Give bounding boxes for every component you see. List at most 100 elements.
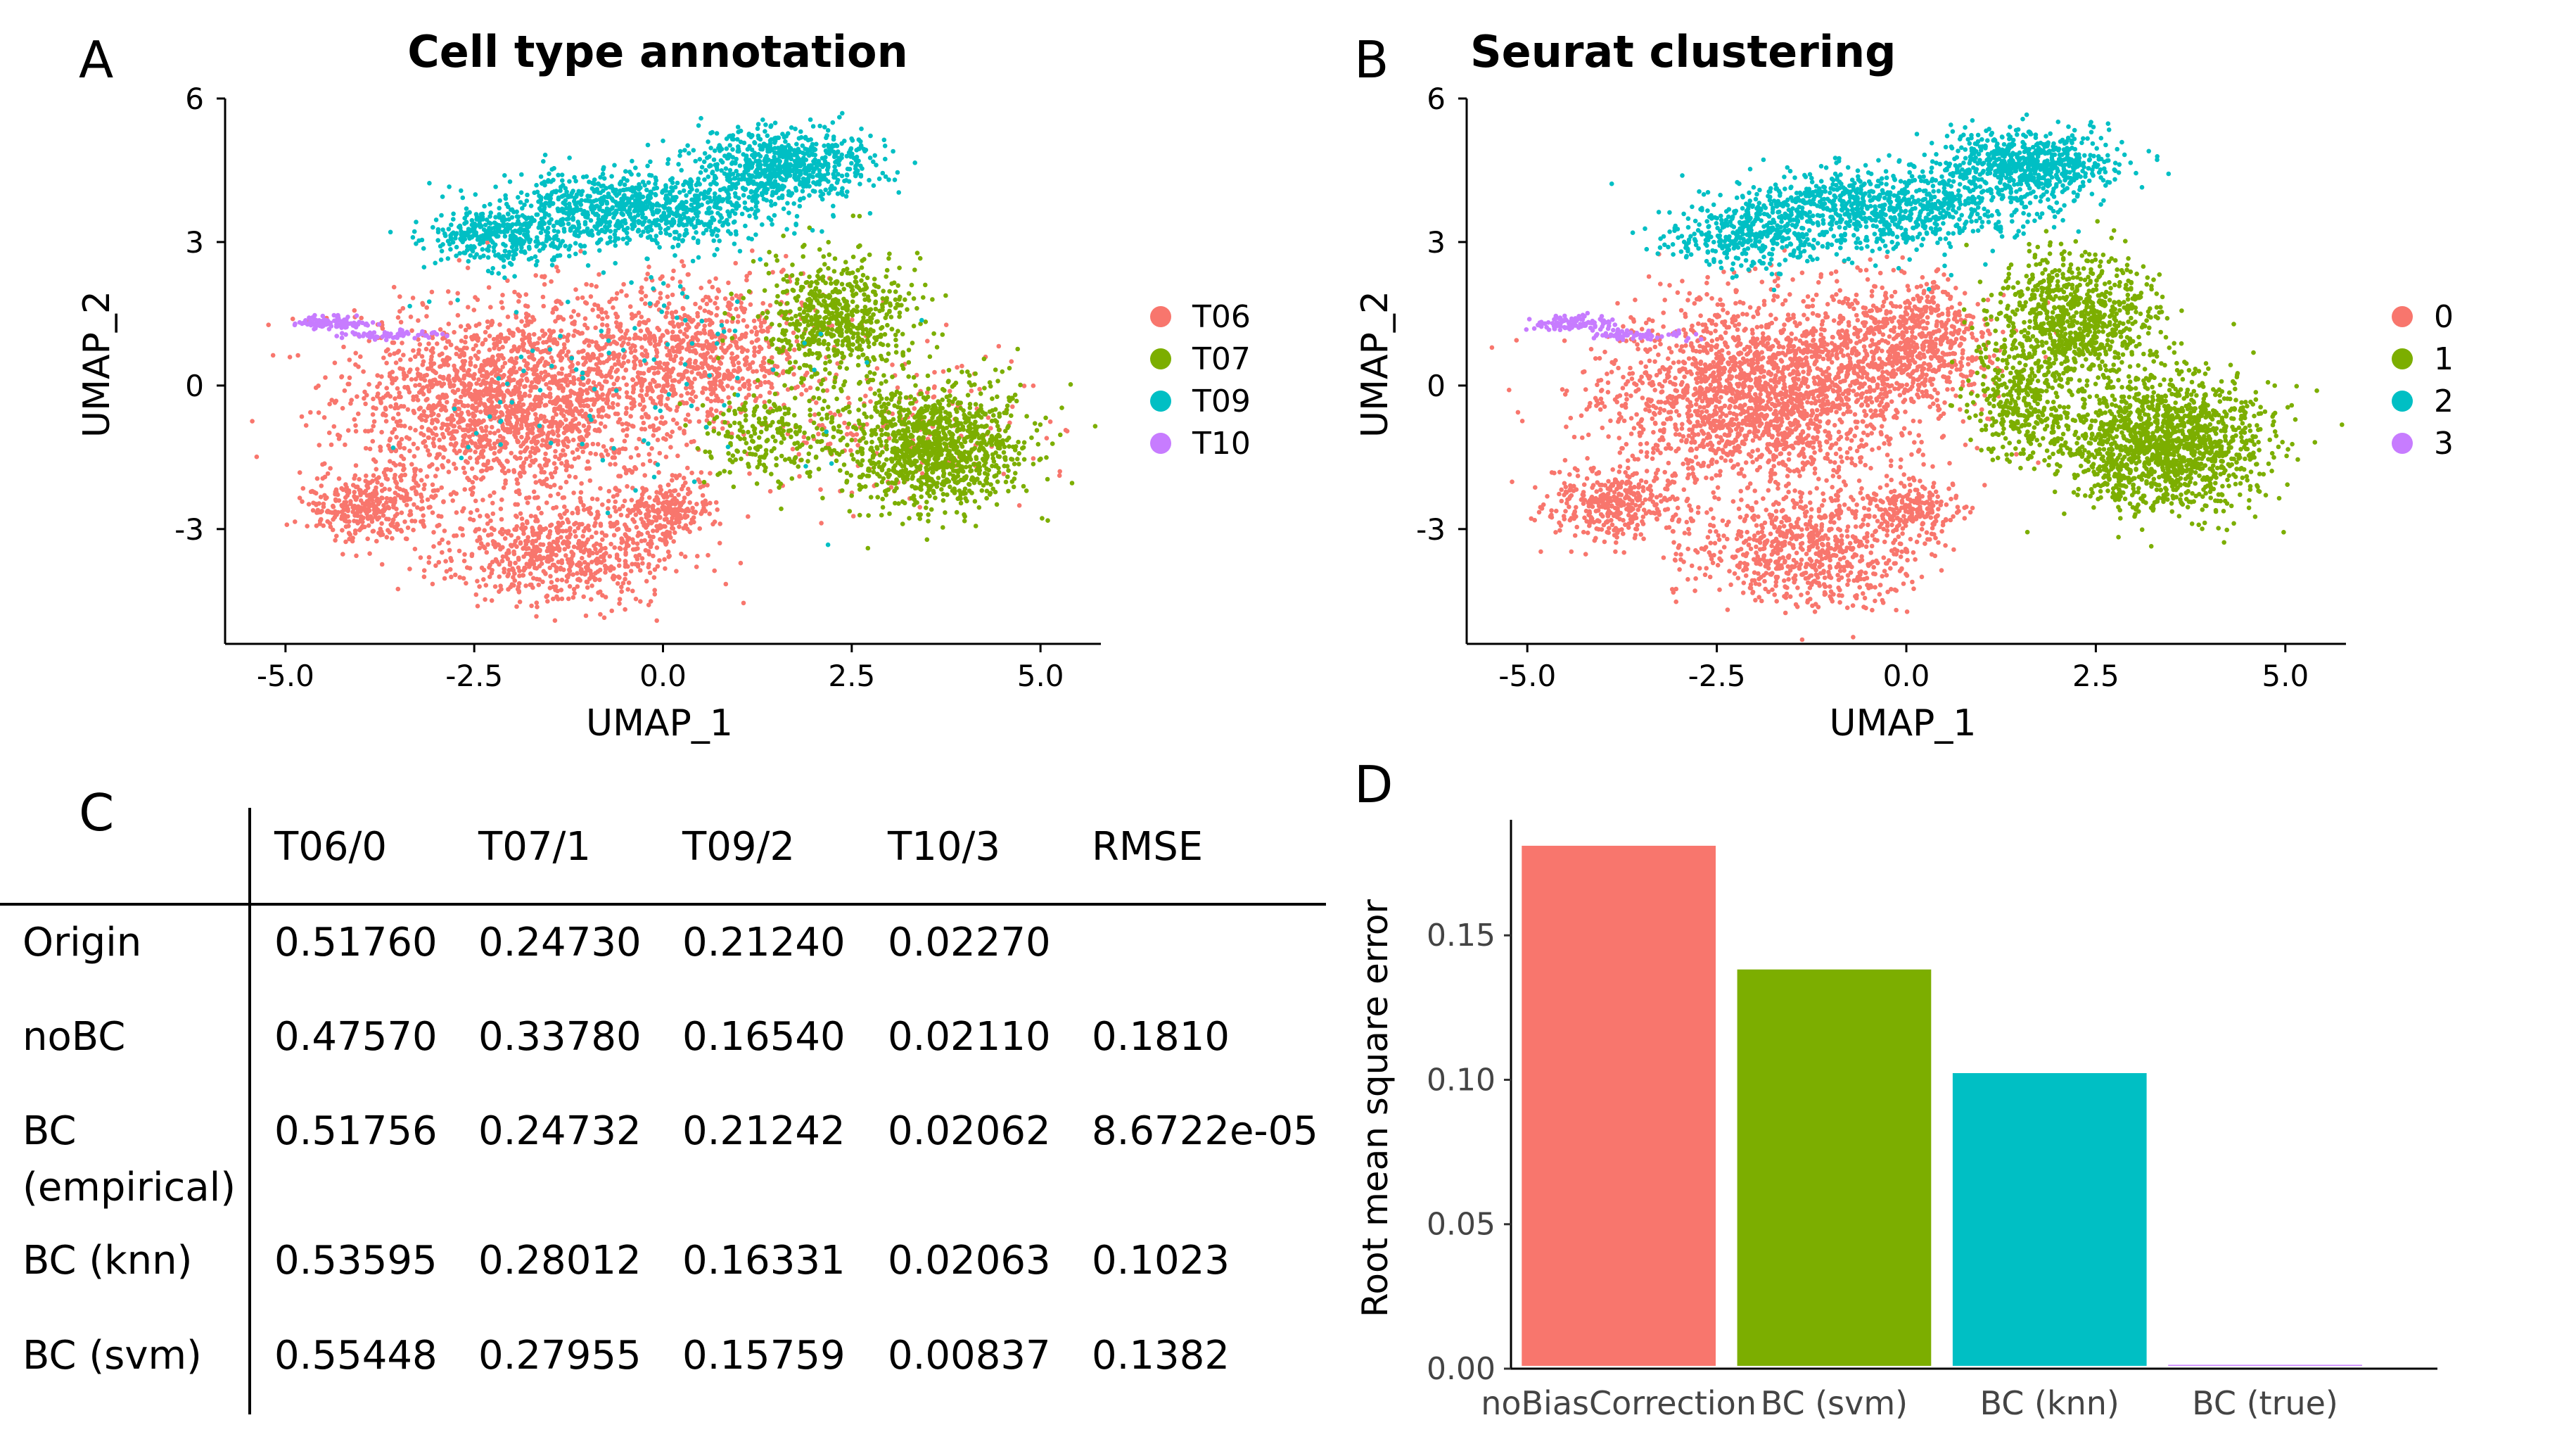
- data-point: [548, 493, 553, 498]
- data-point: [520, 337, 525, 342]
- data-point: [623, 607, 627, 612]
- data-point: [623, 559, 628, 564]
- data-point: [662, 517, 668, 522]
- data-point: [431, 544, 436, 549]
- data-point: [505, 574, 510, 578]
- data-point: [573, 474, 578, 480]
- data-point: [457, 424, 462, 430]
- data-point: [380, 326, 385, 331]
- data-point: [534, 576, 540, 582]
- data-point: [536, 379, 542, 384]
- data-point: [560, 388, 566, 393]
- data-point: [729, 386, 735, 391]
- data-point: [383, 473, 388, 478]
- data-point: [557, 512, 563, 518]
- data-point: [577, 400, 582, 406]
- data-point: [713, 300, 718, 306]
- data-point: [749, 340, 755, 345]
- data-point: [433, 474, 438, 479]
- data-point: [410, 296, 416, 300]
- data-point: [391, 284, 397, 290]
- data-point: [1031, 383, 1036, 388]
- data-point: [688, 521, 694, 526]
- data-point: [497, 368, 502, 373]
- data-point: [326, 430, 332, 436]
- data-point: [630, 377, 636, 383]
- data-point: [530, 315, 535, 320]
- data-point: [431, 406, 436, 411]
- data-point: [573, 329, 578, 334]
- data-point: [847, 509, 853, 514]
- data-point: [466, 367, 471, 373]
- data-point: [442, 447, 447, 452]
- data-point: [645, 327, 650, 332]
- data-point: [740, 376, 745, 381]
- data-point: [734, 306, 739, 312]
- data-point: [677, 519, 682, 525]
- data-point: [586, 431, 591, 436]
- data-point: [554, 412, 559, 417]
- data-point: [496, 353, 502, 358]
- data-point: [599, 546, 605, 551]
- data-point: [499, 559, 505, 564]
- data-point: [651, 377, 656, 383]
- data-point: [563, 479, 569, 485]
- data-point: [426, 405, 431, 411]
- data-point: [946, 403, 952, 407]
- data-point: [544, 381, 549, 387]
- data-point: [650, 398, 656, 403]
- data-point: [512, 455, 518, 460]
- data-point: [551, 431, 556, 436]
- data-point: [398, 394, 403, 400]
- data-point: [332, 360, 338, 365]
- data-point: [659, 388, 665, 393]
- data-point: [684, 322, 690, 327]
- data-point: [933, 495, 938, 500]
- data-point: [637, 322, 642, 327]
- data-point: [917, 516, 922, 521]
- data-point: [686, 508, 691, 514]
- data-point: [623, 331, 628, 336]
- data-point: [598, 523, 604, 528]
- data-point: [702, 323, 707, 329]
- data-point: [618, 322, 623, 327]
- data-point: [581, 550, 587, 555]
- data-point: [604, 448, 608, 453]
- data-point: [916, 512, 921, 517]
- data-point: [405, 525, 411, 531]
- data-point: [624, 382, 629, 387]
- data-point: [635, 502, 640, 507]
- data-point: [473, 592, 479, 597]
- data-point: [665, 549, 671, 555]
- data-point: [551, 546, 556, 551]
- data-point: [667, 553, 672, 559]
- data-point: [536, 547, 541, 552]
- data-point: [449, 413, 454, 418]
- data-point: [631, 384, 636, 389]
- data-point: [698, 485, 703, 490]
- data-point: [531, 489, 537, 495]
- data-point: [336, 498, 342, 503]
- data-point: [564, 459, 569, 464]
- data-point: [953, 407, 959, 412]
- data-point: [665, 482, 671, 488]
- data-point: [374, 406, 378, 411]
- data-point: [541, 303, 546, 309]
- data-point: [659, 414, 665, 420]
- data-point: [639, 345, 644, 350]
- data-point: [350, 538, 355, 544]
- data-point: [462, 552, 467, 557]
- data-point: [633, 466, 639, 471]
- data-point: [666, 367, 672, 373]
- data-point: [364, 511, 369, 517]
- data-point: [477, 322, 482, 327]
- data-point: [589, 496, 595, 502]
- data-point: [346, 488, 352, 493]
- data-point: [386, 443, 391, 448]
- data-point: [1012, 462, 1017, 467]
- data-point: [1057, 473, 1062, 479]
- data-point: [452, 533, 457, 538]
- data-point: [459, 394, 464, 400]
- data-point: [487, 438, 492, 443]
- data-point: [978, 391, 983, 396]
